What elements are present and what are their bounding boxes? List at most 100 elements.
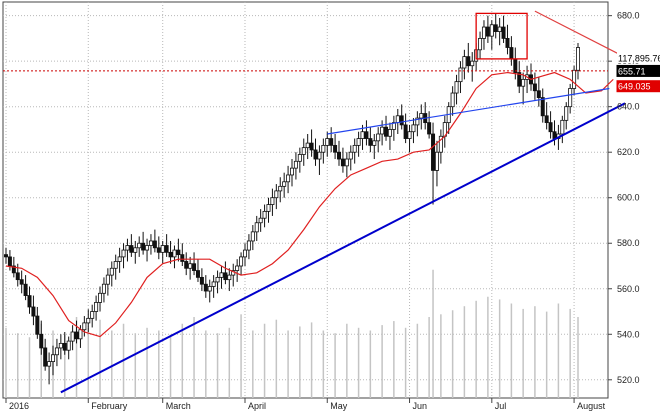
candle-body [458, 67, 463, 83]
candle-body [172, 249, 177, 258]
candle-body [164, 245, 169, 253]
candle-body [62, 342, 67, 351]
candle-body [419, 113, 424, 119]
candle-body [289, 167, 294, 176]
candle-body [215, 276, 220, 283]
candle-body [489, 24, 494, 37]
candle-body [207, 286, 212, 292]
candle-body [415, 117, 420, 126]
candle-body [321, 144, 326, 153]
candle-body [137, 242, 142, 249]
candle-body [121, 249, 126, 258]
trendline-support [60, 102, 626, 394]
x-tick-label: Jun [413, 401, 428, 411]
y-tick-label: 640.0 [617, 102, 640, 112]
candle-body [7, 256, 12, 267]
candle-body [145, 245, 150, 251]
candle-body [148, 240, 153, 246]
candle-body [168, 251, 173, 258]
candle-body [434, 151, 439, 171]
candle-body [325, 138, 330, 146]
candle-body [43, 347, 48, 367]
candle-body [66, 340, 71, 351]
candle-body [497, 26, 502, 32]
candle-body [348, 151, 353, 160]
candle-body [301, 147, 306, 155]
x-tick-label: May [330, 401, 348, 411]
price-label-bg [616, 80, 660, 93]
candle-body [501, 26, 506, 39]
candle-body [380, 126, 385, 135]
candle-body [462, 56, 467, 69]
candle-body [156, 247, 161, 253]
candle-body [454, 81, 459, 94]
candle-body [90, 311, 95, 319]
candle-body [70, 331, 75, 342]
candle-body [337, 151, 342, 160]
candle-body [384, 126, 389, 137]
candle-body [568, 88, 573, 108]
candle-body [356, 138, 361, 146]
candle-body [270, 197, 275, 205]
candle-body [180, 254, 185, 262]
candle-body [195, 270, 200, 278]
candle-body [47, 361, 52, 367]
candle-body [23, 283, 28, 296]
candle-body [242, 249, 247, 258]
candle-body [117, 256, 122, 262]
candle-body [313, 149, 318, 160]
candle-body [470, 60, 475, 67]
candle-body [305, 142, 310, 149]
candle-body [262, 210, 267, 219]
candle-body [94, 302, 99, 312]
candle-body [427, 122, 432, 135]
candle-body [278, 185, 283, 192]
y-tick-label: 600.0 [617, 193, 640, 203]
candle-body [368, 138, 373, 146]
candle-body [521, 78, 526, 87]
candle-body [39, 333, 44, 349]
candle-body [505, 38, 510, 48]
candle-body [188, 263, 193, 269]
candle-body [101, 283, 106, 294]
candle-body [235, 265, 240, 271]
y-tick-label: 520.0 [617, 375, 640, 385]
candle-body [98, 292, 103, 303]
candle-body [391, 122, 396, 130]
candle-body [31, 306, 36, 317]
price-label: 655.71 [618, 66, 646, 76]
highlight-box [475, 12, 528, 60]
candle-body [297, 154, 302, 162]
candle-body [309, 142, 314, 151]
candle-body [395, 115, 400, 124]
y-tick-label: 540.0 [617, 329, 640, 339]
candle-body [78, 329, 83, 340]
candle-body [58, 342, 63, 349]
candle-body [74, 331, 79, 340]
candle-body [133, 247, 138, 253]
price-labels: 117,895.76 655.71 649.035 [616, 52, 660, 93]
candle-body [254, 222, 259, 233]
axes: 520.0540.0560.0580.0600.0620.0640.0660.0… [5, 11, 640, 411]
trendline-upper-channel [327, 87, 610, 135]
candle-body [552, 131, 557, 139]
candle-body [109, 267, 114, 276]
candle-body [227, 274, 232, 281]
candle-body [376, 133, 381, 142]
candle-body [184, 261, 189, 269]
candle-body [403, 124, 408, 139]
candle-body [199, 276, 204, 285]
candle-body [82, 322, 87, 331]
candle-body [105, 274, 110, 285]
candle-body [86, 317, 91, 324]
candle-body [274, 190, 279, 199]
candle-body [352, 144, 357, 153]
candle-body [141, 242, 146, 251]
candle-body [548, 122, 553, 133]
price-label-bg [616, 64, 660, 77]
x-tick-label: August [577, 401, 606, 411]
candle-body [485, 26, 490, 37]
candle-body [15, 272, 20, 281]
candle-body [246, 240, 251, 251]
